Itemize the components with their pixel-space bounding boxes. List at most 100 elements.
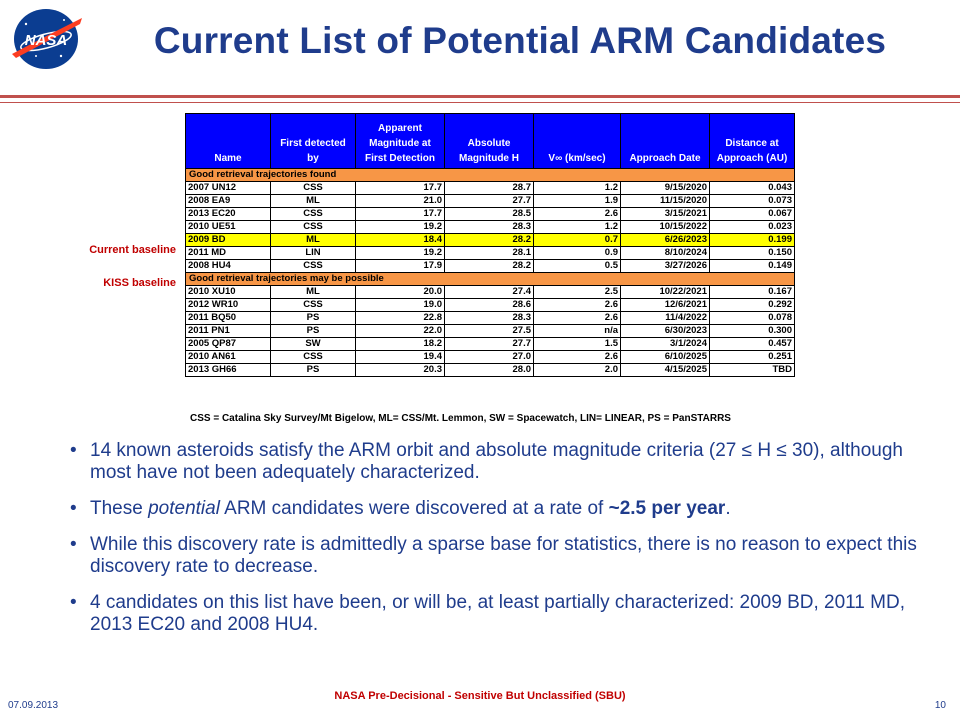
table-cell: 0.167 (709, 285, 795, 299)
table-cell: 18.2 (355, 337, 445, 351)
bullet-item: These potential ARM candidates were disc… (70, 498, 940, 520)
table-cell: CSS (270, 259, 356, 273)
table-cell: 1.5 (533, 337, 621, 351)
table-cell: 6/26/2023 (620, 233, 710, 247)
table-row: 2010 AN61 CSS 19.4 27.0 2.6 6/10/2025 0.251 (185, 350, 795, 364)
table-cell: 1.9 (533, 194, 621, 208)
table-cell: 19.2 (355, 246, 445, 260)
table-cell: 27.5 (444, 324, 534, 338)
table-cell: 2013 EC20 (185, 207, 271, 221)
table-cell: 4/15/2025 (620, 363, 710, 377)
table-cell: 2010 AN61 (185, 350, 271, 364)
table-cell: 17.7 (355, 181, 445, 195)
table-row: 2011 MD LIN 19.2 28.1 0.9 8/10/2024 0.150 (185, 246, 795, 260)
table-cell: CSS (270, 181, 356, 195)
table-cell: 2.5 (533, 285, 621, 299)
section-row: Good retrieval trajectories found (185, 168, 795, 182)
table-cell: 28.0 (444, 363, 534, 377)
table-cell: 2009 BD (185, 233, 271, 247)
table-cell: 2.6 (533, 298, 621, 312)
table-cell: 28.1 (444, 246, 534, 260)
table-cell: 28.7 (444, 181, 534, 195)
table-cell: ML (270, 285, 356, 299)
table-cell: 2010 UE51 (185, 220, 271, 234)
bullet-item: 4 candidates on this list have been, or … (70, 592, 940, 636)
table-cell: 6/10/2025 (620, 350, 710, 364)
table-cell: 19.2 (355, 220, 445, 234)
table-cell: 0.043 (709, 181, 795, 195)
table-cell: 2011 BQ50 (185, 311, 271, 325)
table-cell: 27.4 (444, 285, 534, 299)
table-cell: 28.3 (444, 220, 534, 234)
table-cell: 21.0 (355, 194, 445, 208)
table-cell: 0.457 (709, 337, 795, 351)
section-label: Good retrieval trajectories may be possi… (185, 272, 795, 286)
col-header: Apparent Magnitude at First Detection (355, 113, 445, 169)
table-cell: 0.150 (709, 246, 795, 260)
table-header-row: Name First detected by Apparent Magnitud… (185, 113, 795, 169)
table-cell: 6/30/2023 (620, 324, 710, 338)
table-cell: 2011 MD (185, 246, 271, 260)
table-row: 2011 PN1 PS 22.0 27.5 n/a 6/30/2023 0.300 (185, 324, 795, 338)
table-cell: 0.9 (533, 246, 621, 260)
col-header: Absolute Magnitude H (444, 113, 534, 169)
kiss-baseline-label: KISS baseline (103, 277, 176, 289)
table-cell: 0.073 (709, 194, 795, 208)
table-cell: LIN (270, 246, 356, 260)
table-cell: 28.5 (444, 207, 534, 221)
table-cell: 19.0 (355, 298, 445, 312)
table-cell: CSS (270, 207, 356, 221)
bullet-list: 14 known asteroids satisfy the ARM orbit… (70, 440, 940, 650)
table-cell: 0.023 (709, 220, 795, 234)
slide-title: Current List of Potential ARM Candidates (153, 20, 887, 61)
table-cell: 17.7 (355, 207, 445, 221)
col-header: Approach Date (620, 113, 710, 169)
table-cell: n/a (533, 324, 621, 338)
table-cell: 2010 XU10 (185, 285, 271, 299)
col-header: First detected by (270, 113, 356, 169)
title-rule-thin (0, 102, 960, 103)
table-cell: 2008 EA9 (185, 194, 271, 208)
table-cell: 18.4 (355, 233, 445, 247)
table-cell: 3/1/2024 (620, 337, 710, 351)
table-cell: PS (270, 363, 356, 377)
table-cell: 0.5 (533, 259, 621, 273)
table-cell: CSS (270, 350, 356, 364)
table-row: 2009 BD ML 18.4 28.2 0.7 6/26/2023 0.199 (185, 233, 795, 247)
table-cell: PS (270, 324, 356, 338)
table-cell: 3/27/2026 (620, 259, 710, 273)
table-cell: CSS (270, 220, 356, 234)
table-footnote: CSS = Catalina Sky Survey/Mt Bigelow, ML… (190, 413, 731, 424)
table-cell: 19.4 (355, 350, 445, 364)
footer-classification: NASA Pre-Decisional - Sensitive But Uncl… (334, 690, 626, 702)
table-row: 2010 UE51 CSS 19.2 28.3 1.2 10/15/2022 0.023 (185, 220, 795, 234)
table-cell: 2.6 (533, 350, 621, 364)
bullet-text: 4 candidates on this list have been, or … (90, 592, 905, 635)
table-cell: 27.7 (444, 194, 534, 208)
table-row: 2011 BQ50 PS 22.8 28.3 2.6 11/4/2022 0.078 (185, 311, 795, 325)
table-cell: 2.6 (533, 311, 621, 325)
table-cell: 28.3 (444, 311, 534, 325)
table-cell: 2013 GH66 (185, 363, 271, 377)
table-cell: PS (270, 311, 356, 325)
table-cell: 2008 HU4 (185, 259, 271, 273)
table-cell: 11/4/2022 (620, 311, 710, 325)
table-cell: 3/15/2021 (620, 207, 710, 221)
col-header: Name (185, 113, 271, 169)
table-cell: 0.251 (709, 350, 795, 364)
table-cell: 17.9 (355, 259, 445, 273)
table-cell: ML (270, 194, 356, 208)
table-cell: TBD (709, 363, 795, 377)
title-rule (0, 95, 960, 98)
section-row: Good retrieval trajectories may be possi… (185, 272, 795, 286)
table-cell: 28.2 (444, 233, 534, 247)
table-row: 2012 WR10 CSS 19.0 28.6 2.6 12/6/2021 0.292 (185, 298, 795, 312)
table-cell: 2.0 (533, 363, 621, 377)
current-baseline-label: Current baseline (89, 244, 176, 256)
candidates-table: Name First detected by Apparent Magnitud… (185, 113, 795, 377)
table-row: 2008 EA9 ML 21.0 27.7 1.9 11/15/2020 0.073 (185, 194, 795, 208)
table-cell: 0.292 (709, 298, 795, 312)
table-cell: 11/15/2020 (620, 194, 710, 208)
table-cell: 8/10/2024 (620, 246, 710, 260)
nasa-logo: NASA (12, 9, 82, 69)
